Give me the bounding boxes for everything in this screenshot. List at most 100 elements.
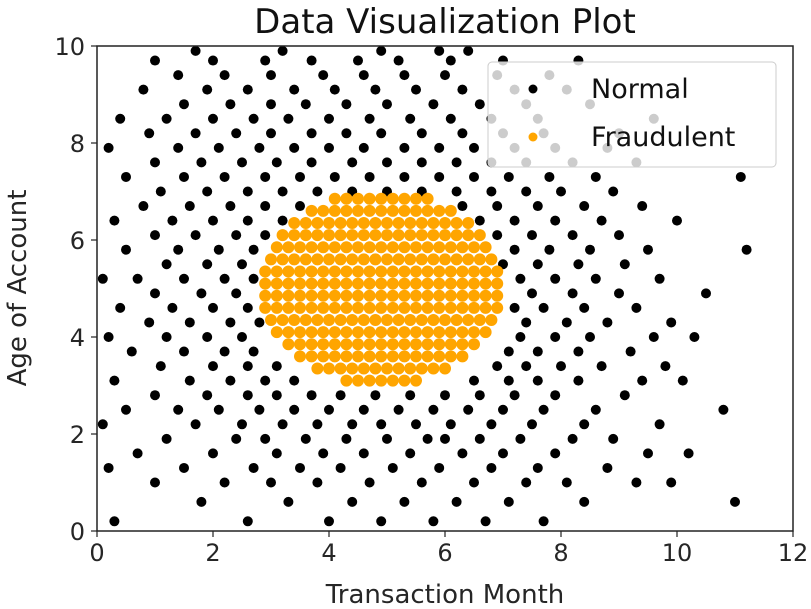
point-fraudulent (398, 338, 411, 351)
point-fraudulent (456, 301, 469, 314)
point-fraudulent (450, 314, 463, 327)
point-normal (573, 375, 584, 386)
point-fraudulent (259, 277, 272, 290)
point-normal (179, 171, 189, 182)
point-normal (382, 99, 392, 110)
point-fraudulent (352, 326, 364, 339)
point-fraudulent (282, 326, 295, 339)
point-fraudulent (334, 253, 347, 266)
point-normal (341, 433, 352, 444)
point-fraudulent (410, 204, 422, 217)
point-normal (260, 230, 271, 241)
point-normal (503, 496, 514, 507)
point-fraudulent (305, 326, 318, 339)
point-normal (393, 404, 404, 415)
x-axis: 0 2 4 6 8 10 12 (89, 531, 808, 567)
point-normal (196, 496, 207, 507)
point-normal (567, 433, 578, 444)
point-normal (596, 361, 607, 372)
point-normal (173, 70, 184, 81)
point-normal (248, 273, 259, 284)
point-normal (544, 244, 555, 255)
point-fraudulent (375, 204, 388, 217)
point-normal (295, 462, 305, 473)
point-normal (266, 99, 276, 110)
point-normal (254, 317, 265, 328)
point-fraudulent (294, 277, 306, 290)
y-tick-label: 4 (70, 324, 85, 352)
point-normal (242, 215, 253, 226)
point-normal (457, 448, 468, 459)
point-normal (405, 448, 416, 459)
point-fraudulent (363, 289, 376, 302)
point-fraudulent (381, 253, 393, 266)
point-normal (248, 462, 259, 473)
point-normal (202, 390, 213, 401)
point-fraudulent (415, 253, 428, 266)
point-fraudulent (328, 301, 341, 314)
point-fraudulent (468, 289, 480, 302)
point-normal (561, 317, 572, 328)
point-fraudulent (398, 350, 411, 363)
point-fraudulent (270, 241, 283, 254)
point-normal (190, 45, 201, 56)
point-normal (277, 45, 288, 56)
point-normal (213, 404, 224, 415)
point-fraudulent (468, 326, 480, 339)
point-normal (103, 142, 114, 153)
point-normal (393, 55, 404, 66)
point-normal (492, 230, 503, 241)
point-normal (312, 477, 323, 488)
point-normal (614, 230, 624, 241)
point-normal (341, 128, 352, 139)
point-normal (208, 215, 218, 226)
point-fraudulent (311, 217, 324, 230)
point-normal (573, 259, 584, 270)
point-fraudulent (259, 301, 272, 314)
point-normal (266, 70, 276, 81)
point-normal (567, 288, 578, 299)
point-fraudulent (462, 217, 475, 230)
point-fraudulent (439, 217, 451, 230)
point-normal (741, 244, 752, 255)
point-fraudulent (317, 204, 330, 217)
point-normal (242, 302, 253, 313)
point-fraudulent (404, 229, 417, 242)
point-fraudulent (444, 204, 457, 217)
point-normal (167, 302, 178, 313)
y-tick-label: 2 (70, 421, 85, 449)
point-fraudulent (340, 265, 353, 278)
point-fraudulent (462, 229, 475, 242)
point-normal (654, 419, 665, 430)
point-fraudulent (404, 253, 417, 266)
point-fraudulent (265, 253, 277, 266)
point-normal (242, 516, 253, 527)
point-normal (132, 448, 143, 459)
point-fraudulent (357, 362, 370, 375)
point-normal (399, 70, 410, 81)
point-normal (399, 171, 410, 182)
point-normal (103, 332, 114, 342)
point-fraudulent (334, 362, 347, 375)
point-normal (382, 433, 392, 444)
point-normal (237, 419, 247, 430)
point-normal (155, 361, 166, 372)
point-normal (637, 201, 648, 212)
point-normal (260, 375, 271, 386)
point-fraudulent (317, 338, 330, 351)
point-fraudulent (433, 326, 446, 339)
point-normal (109, 516, 120, 527)
point-fraudulent (433, 241, 446, 254)
point-fraudulent (369, 253, 382, 266)
point-fraudulent (427, 253, 440, 266)
point-fraudulent (323, 217, 335, 230)
point-normal (202, 332, 213, 342)
point-fraudulent (294, 241, 306, 254)
point-normal (405, 113, 416, 124)
point-fraudulent (456, 350, 469, 363)
point-normal (208, 55, 218, 66)
point-fraudulent (288, 229, 301, 242)
point-normal (121, 404, 131, 415)
point-fraudulent (352, 350, 364, 363)
point-normal (150, 288, 160, 299)
